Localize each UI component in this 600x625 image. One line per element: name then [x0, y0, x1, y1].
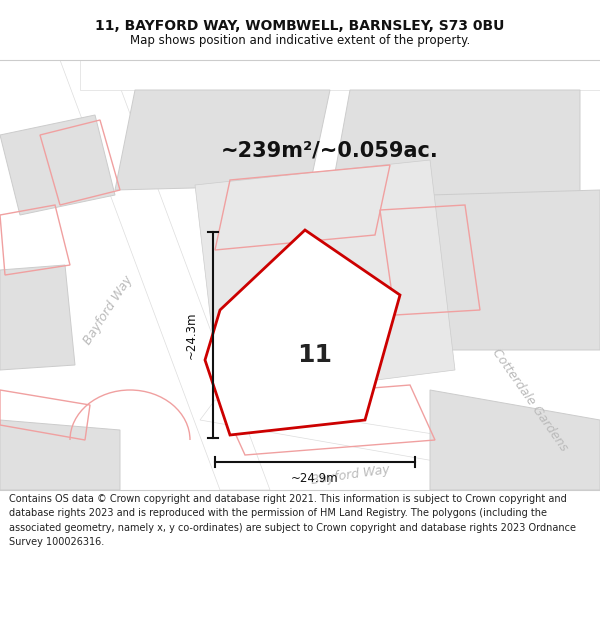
Text: ~239m²/~0.059ac.: ~239m²/~0.059ac.: [221, 140, 439, 160]
Text: 11: 11: [298, 343, 332, 367]
Polygon shape: [60, 60, 270, 490]
Polygon shape: [430, 390, 600, 490]
Polygon shape: [0, 115, 115, 215]
Text: ~24.9m: ~24.9m: [291, 471, 339, 484]
Polygon shape: [415, 190, 600, 350]
Polygon shape: [115, 90, 330, 190]
Text: Contains OS data © Crown copyright and database right 2021. This information is : Contains OS data © Crown copyright and d…: [9, 494, 576, 548]
Text: 11, BAYFORD WAY, WOMBWELL, BARNSLEY, S73 0BU: 11, BAYFORD WAY, WOMBWELL, BARNSLEY, S73…: [95, 19, 505, 33]
Polygon shape: [0, 420, 120, 490]
Text: Bayford Way: Bayford Way: [81, 273, 135, 347]
Polygon shape: [330, 90, 580, 215]
Text: Bayford Way: Bayford Way: [310, 463, 390, 487]
Polygon shape: [80, 60, 600, 90]
Polygon shape: [200, 400, 600, 490]
Polygon shape: [195, 160, 455, 400]
Text: Cotterdale Gardens: Cotterdale Gardens: [490, 346, 571, 454]
Polygon shape: [205, 230, 400, 435]
Polygon shape: [0, 265, 75, 370]
Text: Map shows position and indicative extent of the property.: Map shows position and indicative extent…: [130, 34, 470, 47]
Text: ~24.3m: ~24.3m: [185, 311, 197, 359]
